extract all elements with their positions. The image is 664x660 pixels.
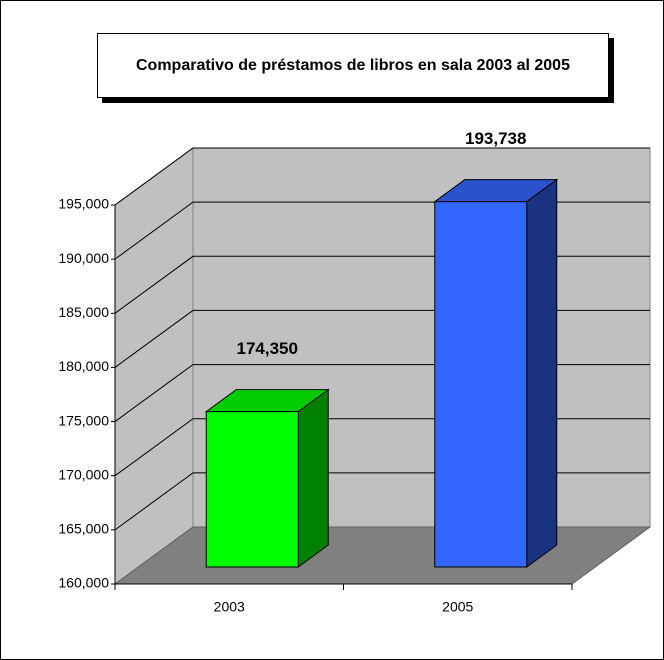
bar-side bbox=[297, 388, 329, 568]
y-tick-label: 185,000 bbox=[58, 304, 109, 320]
y-tick-label: 175,000 bbox=[58, 412, 109, 428]
y-tick-label: 165,000 bbox=[58, 521, 109, 537]
value-label: 193,738 bbox=[465, 129, 526, 148]
bar bbox=[205, 411, 299, 568]
x-tick-label: 2003 bbox=[214, 599, 245, 615]
y-tick-label: 180,000 bbox=[58, 358, 109, 374]
y-tick-label: 190,000 bbox=[58, 250, 109, 266]
bar bbox=[434, 201, 528, 568]
y-tick-label: 160,000 bbox=[58, 575, 109, 591]
value-label: 174,350 bbox=[237, 339, 298, 358]
y-tick-label: 170,000 bbox=[58, 466, 109, 482]
x-tick-label: 2005 bbox=[442, 599, 473, 615]
grid-line bbox=[114, 147, 650, 206]
y-tick-label: 195,000 bbox=[58, 196, 109, 212]
chart-title: Comparativo de préstamos de libros en sa… bbox=[97, 33, 609, 98]
side-wall bbox=[114, 147, 194, 585]
bar-side bbox=[526, 178, 558, 568]
floor bbox=[113, 526, 652, 585]
